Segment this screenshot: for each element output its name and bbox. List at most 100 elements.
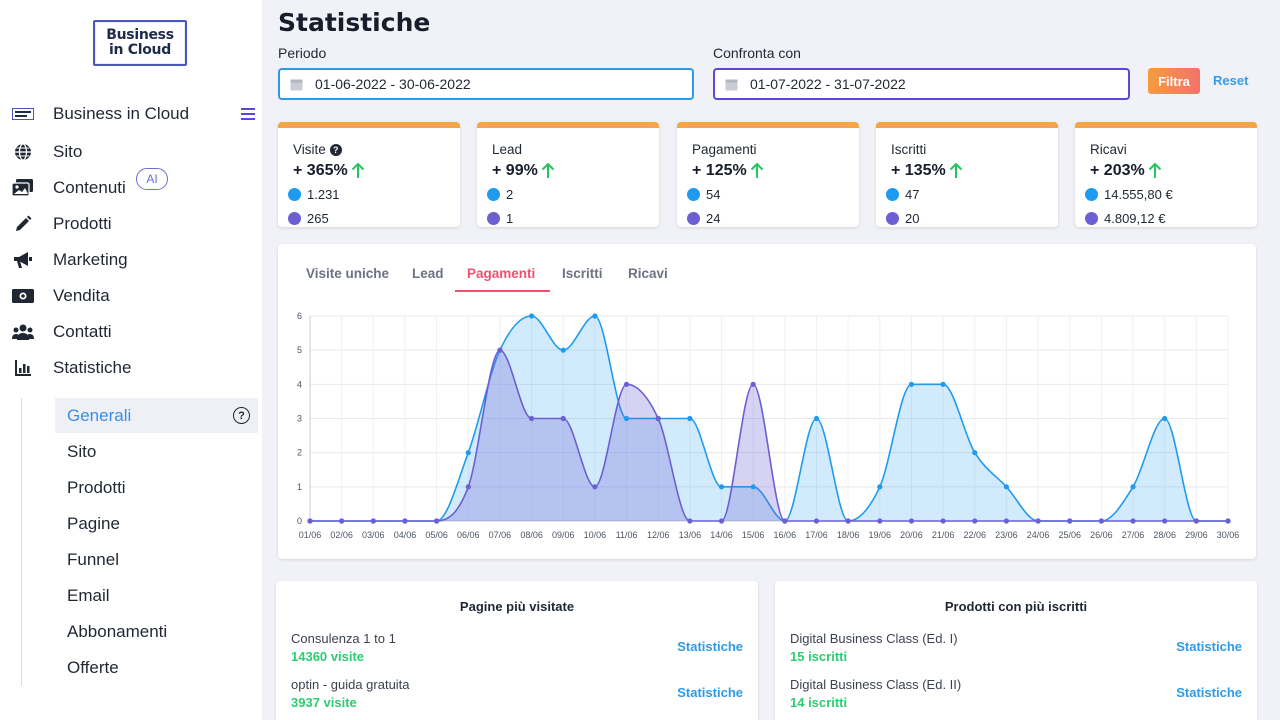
kpi-title-text: Lead	[492, 142, 523, 157]
sidebar-item-contenuti[interactable]: Contenuti	[0, 173, 262, 203]
kpi-title-text: Ricavi	[1090, 142, 1127, 157]
sidebar-item-label: Statistiche	[53, 358, 132, 377]
subitem-generali[interactable]: Generali ?	[55, 398, 258, 433]
sidebar-item-label: Sito	[53, 142, 83, 161]
subitem-sito[interactable]: Sito	[55, 434, 258, 469]
x-tick-label: 06/06	[457, 530, 480, 540]
page-name: Consulenza 1 to 1	[291, 631, 396, 646]
kpi-previous-row: 265	[288, 211, 329, 226]
y-tick-label: 5	[297, 345, 302, 355]
data-point	[592, 484, 598, 490]
help-icon[interactable]: ?	[329, 143, 342, 156]
card-title: Prodotti con più iscritti	[944, 599, 1088, 614]
statistics-link[interactable]: Statistiche	[677, 639, 743, 654]
compare-date-input[interactable]: 01-07-2022 - 31-07-2022	[713, 68, 1130, 100]
previous-series-dot	[1085, 212, 1098, 225]
subitem-offerte[interactable]: Offerte	[55, 650, 258, 685]
filter-button[interactable]: Filtra	[1148, 68, 1200, 94]
kpi-change-value: + 125%	[692, 162, 747, 179]
sidebar-item-prodotti[interactable]: Prodotti	[0, 209, 262, 239]
previous-series-dot	[687, 212, 700, 225]
data-point	[307, 518, 313, 524]
tab-pagamenti[interactable]: Pagamenti	[467, 266, 536, 281]
active-tab-indicator	[455, 290, 550, 292]
payments-area-chart: 0 1 2 3 4 5 6 01/06 02/06 03/06 04/06 05/06 06/06 07/…	[297, 311, 1240, 540]
data-point	[1162, 415, 1168, 422]
subitem-label: Prodotti	[67, 477, 126, 497]
y-tick-label: 4	[297, 379, 302, 389]
sidebar-item-label: Marketing	[53, 250, 128, 269]
kpi-previous-row: 4.809,12 €	[1085, 211, 1165, 226]
period-date-value: 01-06-2022 - 30-06-2022	[315, 76, 471, 92]
data-point	[845, 518, 851, 524]
data-point	[528, 415, 535, 422]
data-point	[877, 484, 883, 490]
page-title: Statistiche	[278, 8, 431, 37]
x-tick-label: 05/06	[425, 530, 448, 540]
subitem-pagine[interactable]: Pagine	[55, 506, 258, 541]
sidebar-item-contatti[interactable]: Contatti	[0, 317, 262, 347]
brand-logo-icon	[12, 103, 34, 125]
subitem-email[interactable]: Email	[55, 578, 258, 613]
sidebar-item-label: Vendita	[53, 286, 110, 305]
kpi-previous-value: 20	[905, 211, 920, 226]
reset-button[interactable]: Reset	[1213, 73, 1249, 88]
subitem-funnel[interactable]: Funnel	[55, 542, 258, 577]
product-subscribers: 15 iscritti	[790, 649, 848, 664]
x-tick-label: 28/06	[1153, 530, 1176, 540]
subitem-abbonamenti[interactable]: Abbonamenti	[55, 614, 258, 649]
kpi-current-row: 47	[886, 187, 919, 202]
data-point	[655, 415, 661, 422]
brand-logo[interactable]: Business in Cloud	[93, 20, 187, 66]
data-point	[972, 450, 978, 456]
sidebar-item-marketing[interactable]: Marketing	[0, 245, 262, 275]
ai-badge: AI	[136, 168, 168, 190]
x-tick-label: 29/06	[1185, 530, 1208, 540]
series-area-0	[310, 316, 1228, 521]
images-icon	[12, 177, 34, 199]
x-tick-label: 24/06	[1027, 530, 1050, 540]
x-tick-label: 17/06	[805, 530, 828, 540]
logo-line-1: Business	[106, 27, 174, 43]
statistics-link[interactable]: Statistiche	[677, 685, 743, 700]
tab-iscritti[interactable]: Iscritti	[562, 266, 603, 281]
kpi-change: + 125%	[692, 162, 764, 180]
data-point	[1162, 518, 1168, 524]
product-name: Digital Business Class (Ed. I)	[790, 631, 958, 646]
current-series-dot	[886, 188, 899, 201]
data-point	[1067, 518, 1073, 524]
sidebar-item-sito[interactable]: Sito	[0, 137, 262, 167]
top-pages-card: Pagine più visitate Consulenza 1 to 1 14…	[276, 581, 758, 720]
period-date-input[interactable]: 01-06-2022 - 30-06-2022	[278, 68, 694, 100]
tab-lead[interactable]: Lead	[412, 266, 444, 281]
help-icon[interactable]: ?	[233, 407, 250, 424]
sidebar-item-business-in-cloud[interactable]: Business in Cloud	[0, 99, 262, 129]
x-tick-label: 15/06	[742, 530, 765, 540]
y-tick-label: 1	[297, 482, 302, 492]
sidebar-item-statistiche[interactable]: Statistiche	[0, 353, 262, 383]
statistics-link[interactable]: Statistiche	[1176, 639, 1242, 654]
sidebar-item-label: Contenuti	[53, 178, 126, 197]
kpi-current-value: 54	[706, 187, 721, 202]
current-series-dot	[687, 188, 700, 201]
compare-label: Confronta con	[713, 45, 801, 61]
menu-toggle-icon[interactable]	[240, 106, 256, 122]
tab-ricavi[interactable]: Ricavi	[628, 266, 668, 281]
x-tick-label: 08/06	[520, 530, 543, 540]
calendar-icon	[290, 79, 303, 90]
tab-visite-uniche[interactable]: Visite uniche	[306, 266, 390, 281]
kpi-current-value: 1.231	[307, 187, 340, 202]
kpi-previous-row: 24	[687, 211, 720, 226]
subitem-prodotti[interactable]: Prodotti	[55, 470, 258, 505]
statistics-link[interactable]: Statistiche	[1176, 685, 1242, 700]
arrow-up-icon	[351, 163, 364, 178]
kpi-change-value: + 365%	[293, 162, 348, 179]
y-tick-label: 3	[297, 414, 302, 424]
x-tick-label: 30/06	[1217, 530, 1240, 540]
x-tick-label: 25/06	[1058, 530, 1081, 540]
kpi-previous-row: 20	[886, 211, 919, 226]
kpi-current-row: 2	[487, 187, 513, 202]
kpi-card: Ricavi + 203% 14.555,80 € 4.809,12 €	[1075, 122, 1257, 227]
sidebar-item-vendita[interactable]: Vendita	[0, 281, 262, 311]
data-point	[528, 313, 535, 319]
